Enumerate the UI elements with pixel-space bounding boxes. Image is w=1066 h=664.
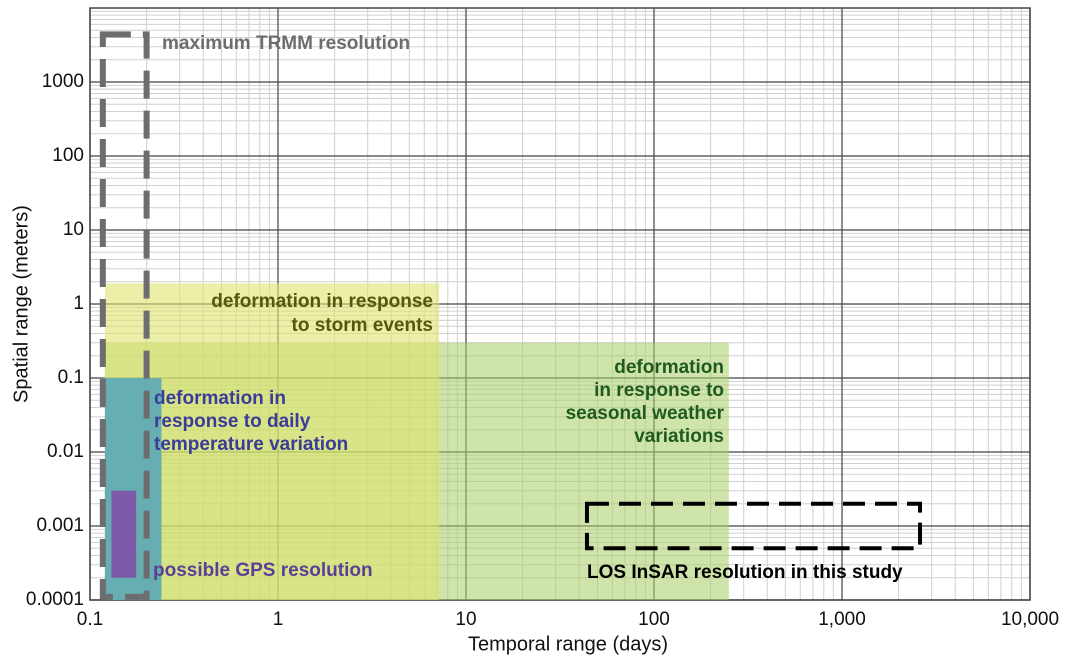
region-label: possible GPS resolution [153,560,373,581]
region-label: maximum TRMM resolution [162,33,410,54]
filled-region [111,490,137,578]
y-axis-title: Spatial range (meters) [10,205,32,403]
outline-region [99,31,150,600]
y-tick-label: 100 [52,145,84,166]
y-tick-label: 0.1 [58,367,84,388]
region-label: seasonal weather [566,403,725,424]
region-label: response to daily [154,411,311,432]
x-tick-label: 10 [455,609,476,630]
x-tick-label: 100 [638,609,670,630]
region-label: deformation in response [211,291,433,312]
region-label: temperature variation [154,434,348,455]
y-tick-label: 1 [73,293,84,314]
region-label: to storm events [292,315,433,336]
outline-region [584,501,923,551]
region-label: in response to [594,380,724,401]
y-tick-label: 0.0001 [26,589,84,610]
x-tick-label: 1,000 [818,609,866,630]
y-tick-label: 10 [63,219,84,240]
region-label: deformation in [154,388,286,409]
region-label: deformation [614,357,724,378]
y-tick-label: 1000 [42,71,84,92]
x-axis-title: Temporal range (days) [468,633,668,655]
x-tick-label: 0.1 [77,609,103,630]
regions [99,31,923,600]
y-tick-label: 0.01 [47,441,84,462]
x-tick-label: 10,000 [1001,609,1059,630]
region-label: variations [634,426,724,447]
region-label: LOS InSAR resolution in this study [587,562,903,583]
x-tick-label: 1 [273,609,284,630]
y-tick-label: 0.001 [36,515,84,536]
